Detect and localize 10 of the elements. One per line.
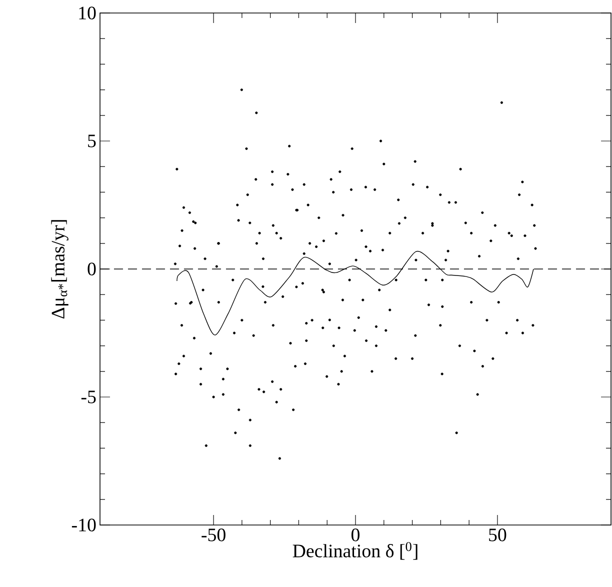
x-tick-label: 50 [489,528,506,542]
x-tick-label: -50 [202,528,226,542]
x-tick-label: 0 [351,528,360,542]
y-tick-label: 0 [88,262,96,276]
y-tick-label: -10 [72,518,96,532]
y-tick-label: 5 [88,134,96,148]
x-axis-title: Declination δ [$^{0}$] [292,542,418,560]
y-tick-label: -5 [81,390,96,404]
y-tick-label: 10 [79,6,96,20]
y-axis-title: Δμ$_{α*}$[mas/yr] [51,220,68,319]
